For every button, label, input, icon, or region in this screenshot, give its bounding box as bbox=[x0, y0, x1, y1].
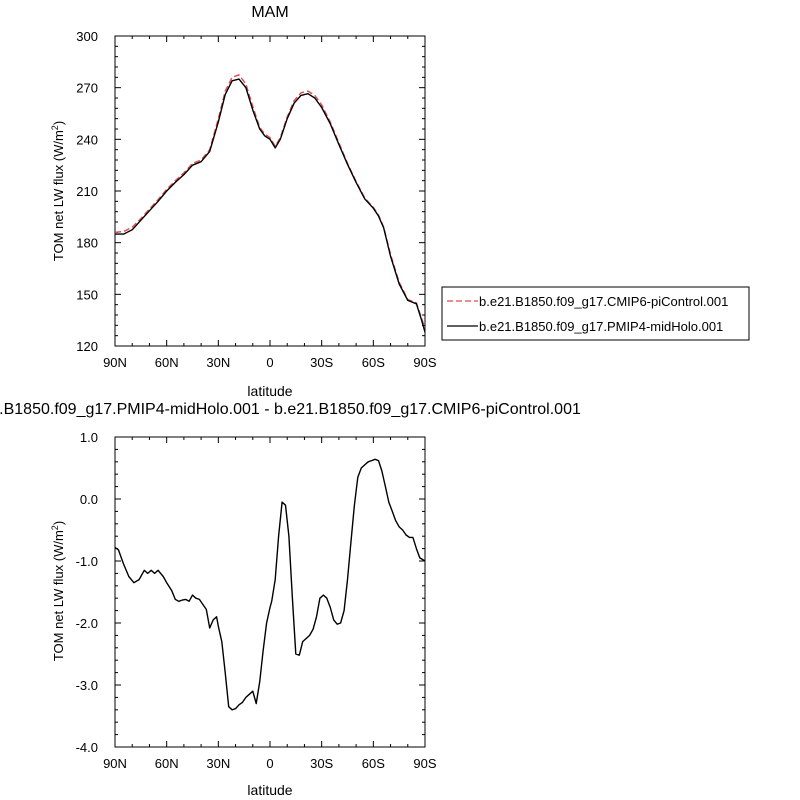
bottom-x-tick-label: 90N bbox=[103, 756, 127, 771]
legend: b.e21.B1850.f09_g17.CMIP6-piControl.001 … bbox=[441, 286, 750, 341]
top-x-tick-label: 0 bbox=[266, 355, 273, 370]
bottom-y-tick-label: -2.0 bbox=[76, 616, 98, 631]
top-y-tick-label: 150 bbox=[76, 287, 98, 302]
bottom-x-tick-label: 30N bbox=[206, 756, 230, 771]
top-y-tick-label: 210 bbox=[76, 184, 98, 199]
legend-box bbox=[441, 286, 750, 341]
top-y-tick-label: 240 bbox=[76, 132, 98, 147]
bottom-chart-title: b.e21.B1850.f09_g17.PMIP4-midHolo.001 - … bbox=[0, 401, 581, 418]
bottom-y-axis-label: TOM net LW flux (W/m2) bbox=[50, 521, 66, 661]
bottom-y-tick-label: -1.0 bbox=[76, 554, 98, 569]
top-x-tick-label: 90N bbox=[103, 355, 127, 370]
bottom-x-tick-label: 60S bbox=[362, 756, 385, 771]
top-x-axis-label: latitude bbox=[247, 383, 292, 399]
bottom-x-axis-label: latitude bbox=[247, 782, 292, 798]
top-x-tick-label: 30S bbox=[310, 355, 333, 370]
top-y-tick-label: 270 bbox=[76, 81, 98, 96]
bottom-x-tick-label: 60N bbox=[155, 756, 179, 771]
bottom-y-tick-label: 0.0 bbox=[80, 492, 98, 507]
top-series-lines bbox=[115, 74, 425, 333]
top-chart-title: MAM bbox=[251, 4, 288, 21]
bottom-x-tick-label: 30S bbox=[310, 756, 333, 771]
top-x-tick-label: 30N bbox=[206, 355, 230, 370]
top-y-axis-label-superscript: 2 bbox=[50, 125, 60, 130]
bottom-x-tick-label: 90S bbox=[413, 756, 436, 771]
top-y-axis-label-close: ) bbox=[51, 121, 66, 125]
top-x-tick-label: 90S bbox=[413, 355, 436, 370]
legend-label-midholo: b.e21.B1850.f09_g17.PMIP4-midHolo.001 bbox=[479, 319, 723, 334]
top-axis-ticks: 90N 60N 30N 0 30S 60S 90S 120 150 180 210 240 270 300 bbox=[76, 29, 437, 370]
top-series-line-1 bbox=[115, 78, 425, 333]
bottom-y-axis-label-close: ) bbox=[51, 521, 66, 525]
top-panel: MAM latitude TOM net LW flux (W/m2) 90N 6… bbox=[50, 4, 437, 399]
bottom-series-lines bbox=[115, 458, 425, 711]
bottom-y-tick-label: 1.0 bbox=[80, 430, 98, 445]
bottom-y-tick-label: -4.0 bbox=[76, 740, 98, 755]
top-plot-frame bbox=[114, 35, 426, 347]
legend-label-picontrol: b.e21.B1850.f09_g17.CMIP6-piControl.001 bbox=[479, 294, 728, 309]
top-x-tick-label: 60N bbox=[155, 355, 179, 370]
bottom-axis-ticks: 90N 60N 30N 0 30S 60S 90S -4.0 -3.0 -2.0 -1.0 0.0 1.… bbox=[76, 430, 437, 771]
top-y-tick-label: 120 bbox=[76, 339, 98, 354]
bottom-series-line-0 bbox=[115, 458, 425, 711]
bottom-y-tick-label: -3.0 bbox=[76, 678, 98, 693]
bottom-panel: b.e21.B1850.f09_g17.PMIP4-midHolo.001 - … bbox=[0, 401, 581, 798]
top-y-tick-label: 300 bbox=[76, 29, 98, 44]
bottom-y-axis-label-superscript: 2 bbox=[50, 525, 60, 530]
bottom-plot-frame bbox=[114, 436, 426, 748]
top-series-line-0 bbox=[115, 74, 425, 330]
bottom-x-tick-label: 0 bbox=[266, 756, 273, 771]
top-y-tick-label: 180 bbox=[76, 236, 98, 251]
top-x-tick-label: 60S bbox=[362, 355, 385, 370]
top-y-axis-label: TOM net LW flux (W/m2) bbox=[50, 121, 66, 261]
